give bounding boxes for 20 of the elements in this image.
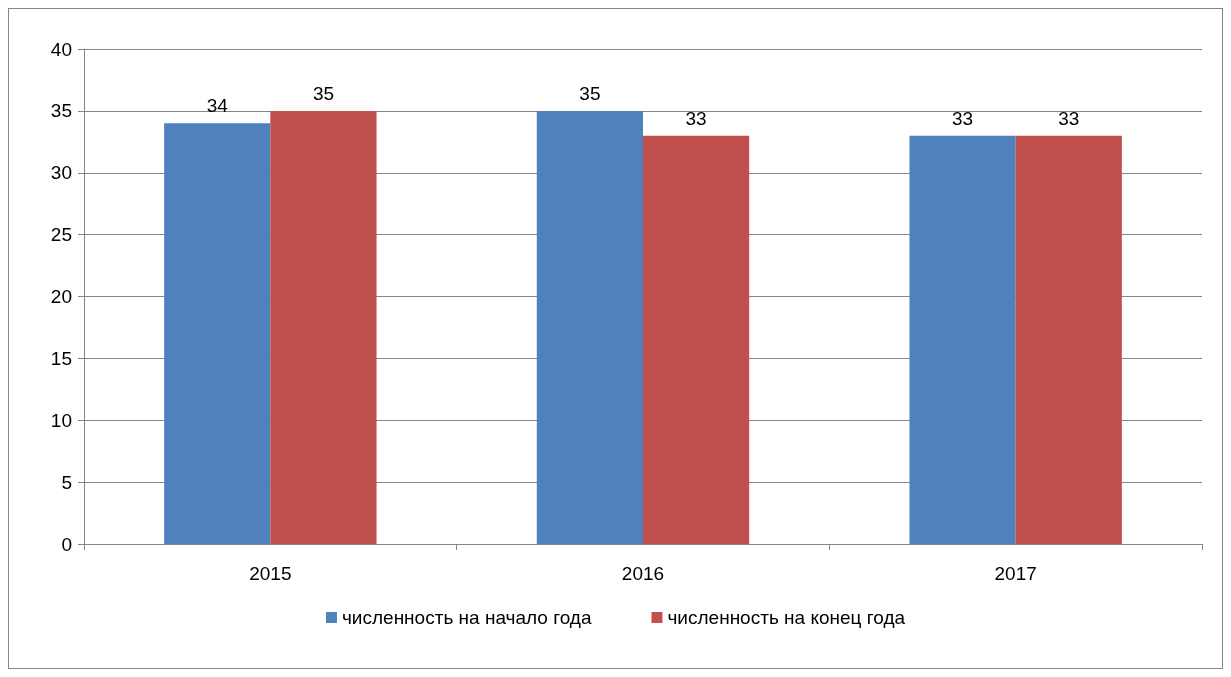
legend-label: численность на конец года bbox=[667, 607, 906, 628]
y-tick-label: 35 bbox=[50, 100, 72, 122]
data-label: 33 bbox=[685, 107, 707, 129]
y-tick-label: 15 bbox=[50, 347, 72, 369]
y-tick-label: 25 bbox=[50, 224, 72, 246]
y-tick-label: 10 bbox=[50, 409, 72, 431]
y-tick-label: 5 bbox=[61, 471, 72, 493]
y-tick-label: 0 bbox=[61, 533, 72, 555]
data-label: 33 bbox=[1058, 107, 1080, 129]
y-tick-label: 30 bbox=[50, 162, 72, 184]
x-tick-label: 2015 bbox=[249, 563, 292, 584]
y-tick-label: 20 bbox=[50, 286, 72, 307]
data-label: 34 bbox=[206, 95, 229, 117]
legend-label: численность на начало года bbox=[341, 607, 592, 628]
y-tick-label: 40 bbox=[50, 38, 72, 60]
data-label: 35 bbox=[579, 82, 601, 104]
data-label: 35 bbox=[312, 82, 335, 104]
data-label: 33 bbox=[951, 107, 974, 129]
x-tick-label: 2017 bbox=[994, 563, 1037, 584]
x-tick-label: 2016 bbox=[621, 563, 665, 584]
